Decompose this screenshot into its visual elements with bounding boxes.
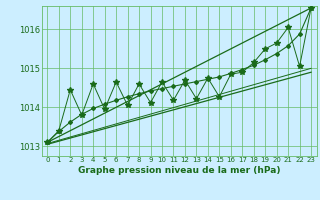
X-axis label: Graphe pression niveau de la mer (hPa): Graphe pression niveau de la mer (hPa): [78, 166, 280, 175]
